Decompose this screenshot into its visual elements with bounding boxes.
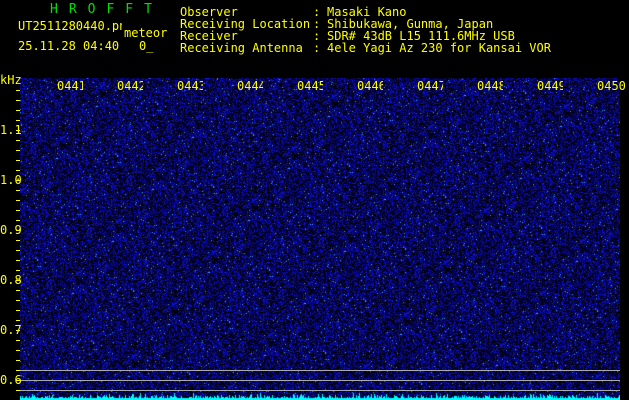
filename: UT2511280440.png bbox=[18, 20, 122, 32]
info-value: Shibukawa, Gunma, Japan bbox=[327, 17, 494, 31]
spectrogram bbox=[20, 78, 620, 400]
app-title: HROFFT bbox=[50, 2, 163, 17]
y-tick bbox=[16, 220, 20, 221]
info-value: 4ele Yagi Az 230 for Kansai VOR bbox=[327, 41, 551, 55]
y-tick bbox=[16, 210, 20, 211]
reference-line bbox=[20, 370, 620, 371]
time-label: 0449 bbox=[537, 80, 563, 92]
y-tick bbox=[16, 350, 20, 351]
time-label: 0446 bbox=[357, 80, 383, 92]
y-tick-label: 0.9 bbox=[0, 223, 22, 237]
y-tick bbox=[16, 140, 20, 141]
y-tick bbox=[16, 180, 20, 181]
y-tick bbox=[16, 330, 20, 331]
info-value: SDR# 43dB L15 111.6MHz USB bbox=[327, 29, 515, 43]
colon: : bbox=[313, 5, 321, 19]
time-label: 0447 bbox=[417, 80, 443, 92]
time-label: 0444 bbox=[237, 80, 263, 92]
y-tick bbox=[16, 390, 20, 391]
y-tick bbox=[16, 370, 20, 371]
info-label: Receiver bbox=[180, 29, 238, 43]
colon: : bbox=[313, 41, 321, 55]
y-tick bbox=[16, 110, 20, 111]
colon: : bbox=[313, 17, 321, 31]
reference-line bbox=[20, 380, 620, 381]
time-label: 0441 bbox=[57, 80, 83, 92]
info-label: Receiving Location bbox=[180, 17, 311, 31]
time-label: 0443 bbox=[177, 80, 203, 92]
y-tick bbox=[16, 240, 20, 241]
info-label: Observer bbox=[180, 5, 238, 19]
y-tick-label: 1.1 bbox=[0, 123, 22, 137]
info-label: Receiving Antenna bbox=[180, 41, 303, 55]
mode-label: meteor bbox=[124, 26, 168, 40]
time-label: 0448 bbox=[477, 80, 503, 92]
y-tick bbox=[16, 90, 20, 91]
y-tick-label: 0.6 bbox=[0, 373, 22, 387]
y-tick bbox=[16, 300, 20, 301]
reference-line bbox=[20, 390, 620, 391]
y-tick bbox=[16, 280, 20, 281]
time-label: 0450 bbox=[597, 80, 626, 92]
y-tick bbox=[16, 360, 20, 361]
y-tick bbox=[16, 120, 20, 121]
datetime: 25.11.28 04:40 bbox=[18, 39, 120, 53]
y-tick-label: 1.0 bbox=[0, 173, 22, 187]
y-tick bbox=[16, 250, 20, 251]
y-tick-label: 0.8 bbox=[0, 273, 22, 287]
y-tick bbox=[16, 230, 20, 231]
y-tick bbox=[16, 340, 20, 341]
colon: : bbox=[313, 29, 321, 43]
y-tick bbox=[16, 200, 20, 201]
y-tick bbox=[16, 320, 20, 321]
y-unit-label: kHz bbox=[0, 73, 22, 87]
y-tick bbox=[16, 260, 20, 261]
y-tick bbox=[16, 130, 20, 131]
y-tick bbox=[16, 150, 20, 151]
y-tick bbox=[16, 310, 20, 311]
time-label: 0442 bbox=[117, 80, 143, 92]
y-tick bbox=[16, 170, 20, 171]
info-value: Masaki Kano bbox=[327, 5, 407, 19]
y-tick bbox=[16, 290, 20, 291]
y-tick bbox=[16, 100, 20, 101]
y-tick bbox=[16, 160, 20, 161]
time-label: 0445 bbox=[297, 80, 323, 92]
y-tick bbox=[16, 380, 20, 381]
y-tick-label: 0.7 bbox=[0, 323, 22, 337]
y-tick bbox=[16, 190, 20, 191]
y-tick bbox=[16, 270, 20, 271]
meteor-count: 0_ bbox=[139, 39, 154, 53]
